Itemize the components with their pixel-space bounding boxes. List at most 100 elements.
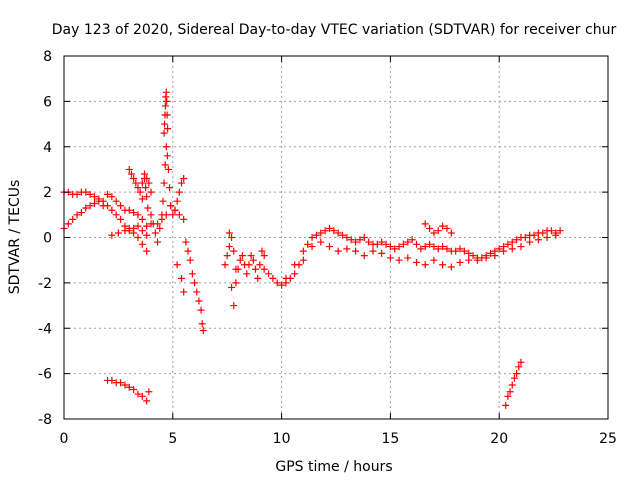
- data-point: [175, 211, 183, 219]
- data-point: [171, 206, 179, 214]
- data-point: [517, 243, 525, 251]
- data-point: [269, 274, 277, 282]
- y-axis-ticks: -8 -6 -4 -2 0 2 4 6 8: [38, 49, 608, 428]
- data-point: [138, 195, 146, 203]
- data-point: [73, 190, 81, 198]
- data-point: [456, 258, 464, 266]
- data-point: [130, 209, 138, 217]
- data-point: [352, 238, 360, 246]
- data-point: [495, 245, 503, 253]
- data-point: [156, 224, 164, 232]
- data-point: [404, 238, 412, 246]
- data-point: [180, 288, 188, 296]
- data-point: [373, 240, 381, 248]
- data-point: [160, 179, 168, 187]
- y-tick-label: -6: [38, 367, 52, 383]
- data-point: [299, 256, 307, 264]
- data-point: [175, 188, 183, 196]
- data-point: [162, 143, 170, 151]
- data-point: [198, 320, 206, 328]
- y-tick-label: 6: [43, 94, 52, 110]
- data-point: [504, 392, 512, 400]
- data-point: [421, 243, 429, 251]
- data-point: [273, 279, 281, 287]
- data-point: [456, 245, 464, 253]
- data-point: [299, 247, 307, 255]
- data-point: [430, 256, 438, 264]
- data-point: [343, 245, 351, 253]
- data-point: [162, 211, 170, 219]
- data-point: [163, 97, 171, 105]
- data-point: [260, 252, 268, 260]
- data-point: [513, 370, 521, 378]
- data-point: [413, 240, 421, 248]
- y-tick-label: 2: [43, 185, 52, 201]
- data-point: [552, 231, 560, 239]
- data-point: [491, 252, 499, 260]
- data-point: [125, 206, 133, 214]
- data-point: [473, 256, 481, 264]
- data-point: [180, 175, 188, 183]
- y-tick-label: -2: [38, 276, 52, 292]
- x-tick-label: 15: [381, 431, 399, 447]
- data-point: [251, 265, 259, 273]
- data-point: [167, 202, 175, 210]
- data-point: [228, 283, 236, 291]
- data-point: [469, 252, 477, 260]
- data-point: [369, 247, 377, 255]
- data-point: [330, 227, 338, 235]
- data-point: [132, 179, 140, 187]
- data-point: [143, 247, 151, 255]
- data-point: [130, 224, 138, 232]
- data-point: [161, 120, 169, 128]
- data-point: [134, 211, 142, 219]
- data-point: [439, 222, 447, 230]
- data-point: [134, 234, 142, 241]
- data-point: [443, 245, 451, 253]
- data-point: [86, 190, 94, 198]
- data-point: [178, 179, 186, 187]
- data-point: [534, 236, 542, 244]
- data-point: [125, 383, 133, 391]
- data-point: [391, 245, 399, 253]
- data-point: [134, 222, 142, 230]
- y-tick-label: 8: [43, 49, 52, 65]
- data-point: [521, 234, 529, 241]
- data-point: [188, 270, 196, 278]
- data-point: [325, 243, 333, 251]
- data-point: [291, 270, 299, 278]
- data-point: [426, 224, 434, 232]
- data-point: [465, 249, 473, 257]
- data-point: [230, 247, 238, 255]
- data-point: [161, 161, 169, 169]
- data-point: [154, 238, 162, 246]
- data-point: [465, 256, 473, 264]
- data-point: [142, 184, 150, 192]
- y-axis-label: SDTVAR / TECUs: [7, 180, 23, 295]
- data-point: [352, 247, 360, 255]
- data-point: [82, 188, 90, 196]
- data-point: [225, 229, 233, 237]
- data-point: [413, 258, 421, 266]
- data-point: [112, 197, 120, 205]
- data-point: [108, 206, 116, 214]
- data-point: [221, 261, 229, 269]
- data-point: [360, 252, 368, 260]
- data-point: [163, 152, 171, 160]
- data-point: [243, 270, 251, 278]
- data-point: [77, 209, 85, 217]
- data-point: [434, 245, 442, 253]
- data-point: [130, 175, 138, 183]
- data-point: [530, 231, 538, 239]
- data-point: [125, 165, 133, 173]
- data-point: [395, 256, 403, 264]
- data-point: [225, 243, 233, 251]
- data-point: [447, 263, 455, 271]
- data-point: [434, 227, 442, 235]
- data-point: [386, 254, 394, 262]
- data-point: [517, 358, 525, 366]
- data-point: [447, 229, 455, 237]
- data-point: [258, 247, 266, 255]
- data-point: [108, 376, 116, 384]
- data-point: [404, 254, 412, 262]
